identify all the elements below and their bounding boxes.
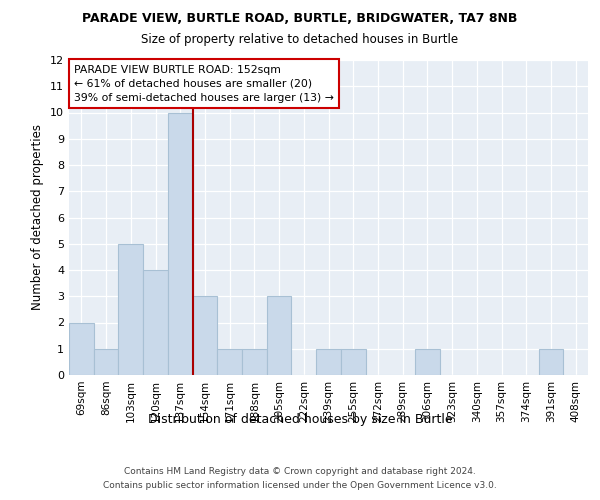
Bar bbox=[316, 349, 341, 375]
Text: Contains public sector information licensed under the Open Government Licence v3: Contains public sector information licen… bbox=[103, 481, 497, 490]
Bar bbox=[539, 349, 563, 375]
Bar bbox=[69, 322, 94, 375]
Bar bbox=[94, 349, 118, 375]
Bar bbox=[341, 349, 365, 375]
Bar bbox=[168, 112, 193, 375]
Text: PARADE VIEW, BURTLE ROAD, BURTLE, BRIDGWATER, TA7 8NB: PARADE VIEW, BURTLE ROAD, BURTLE, BRIDGW… bbox=[82, 12, 518, 26]
Text: Contains HM Land Registry data © Crown copyright and database right 2024.: Contains HM Land Registry data © Crown c… bbox=[124, 468, 476, 476]
Bar bbox=[242, 349, 267, 375]
Bar bbox=[217, 349, 242, 375]
Text: PARADE VIEW BURTLE ROAD: 152sqm
← 61% of detached houses are smaller (20)
39% of: PARADE VIEW BURTLE ROAD: 152sqm ← 61% of… bbox=[74, 64, 334, 102]
Text: Distribution of detached houses by size in Burtle: Distribution of detached houses by size … bbox=[148, 412, 452, 426]
Bar bbox=[267, 296, 292, 375]
Text: Size of property relative to detached houses in Burtle: Size of property relative to detached ho… bbox=[142, 32, 458, 46]
Y-axis label: Number of detached properties: Number of detached properties bbox=[31, 124, 44, 310]
Bar bbox=[415, 349, 440, 375]
Bar bbox=[118, 244, 143, 375]
Bar bbox=[193, 296, 217, 375]
Bar bbox=[143, 270, 168, 375]
